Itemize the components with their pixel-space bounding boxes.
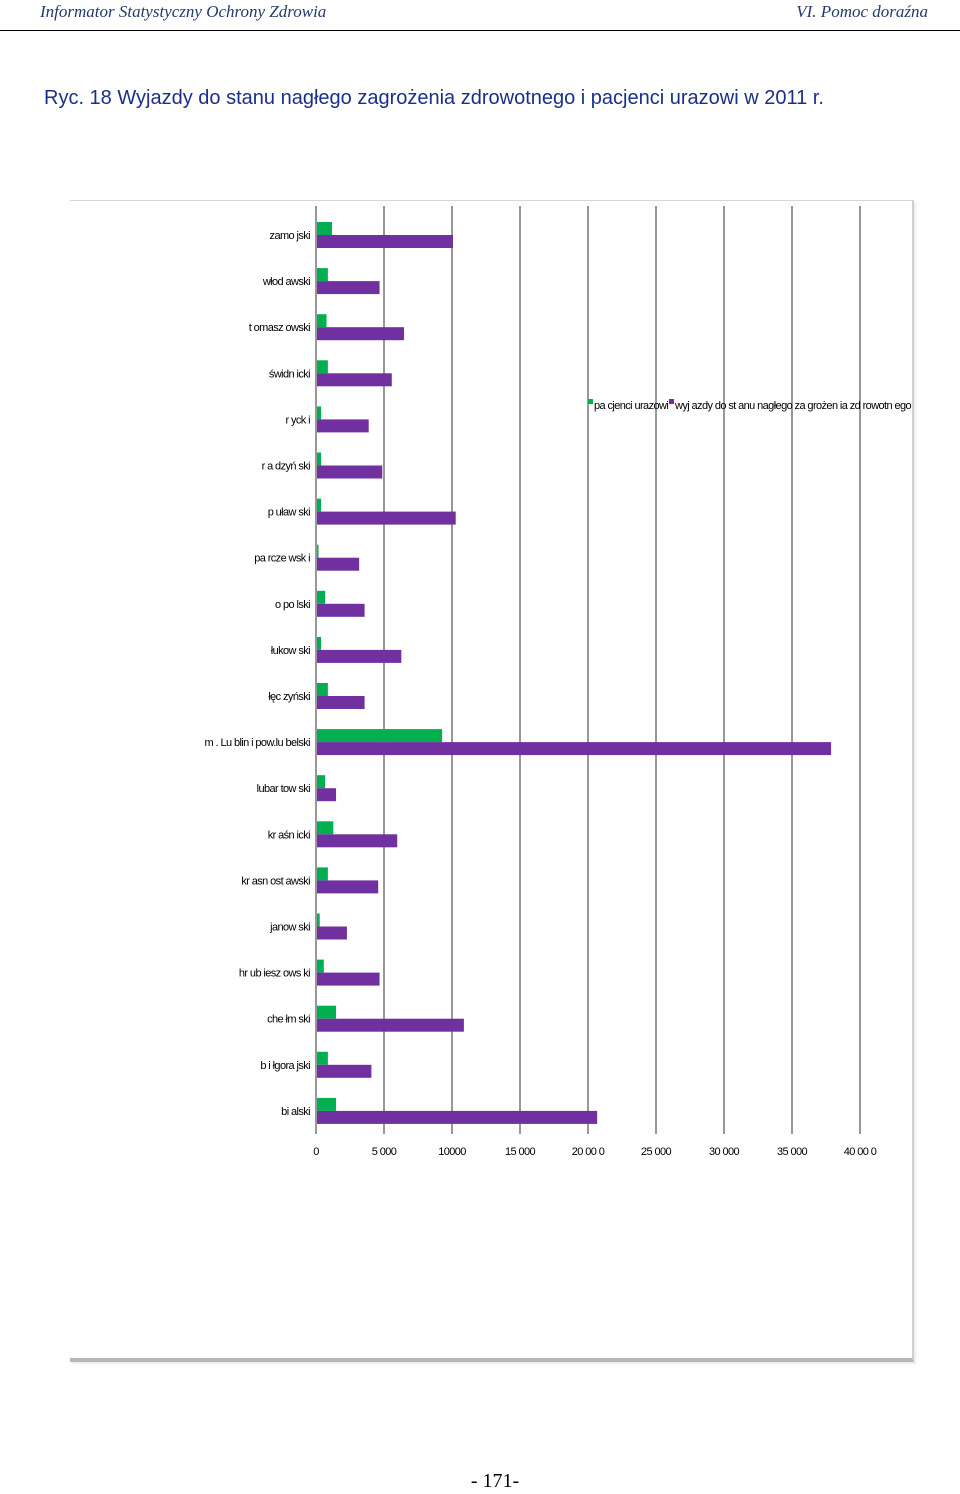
bar-pacjenci-urazowi — [317, 959, 324, 973]
bar-pacjenci-urazowi — [317, 452, 322, 466]
legend-label-pacjenci: pa cjenci urazowi — [594, 400, 668, 412]
bar-wyjazdy — [317, 281, 380, 295]
bar-pacjenci-urazowi — [317, 913, 320, 927]
category-label: janow ski — [269, 922, 310, 934]
category-label: b i łgora jski — [260, 1060, 310, 1072]
bar-pacjenci-urazowi — [317, 1005, 337, 1019]
bar-wyjazdy — [317, 235, 453, 248]
x-tick-label: 30 000 — [709, 1146, 740, 1158]
section-title: VI. Pomoc doraźna — [796, 2, 928, 21]
bar-wyjazdy — [317, 603, 365, 617]
category-label: pa rcze wsk i — [254, 553, 310, 565]
x-tick-label: 25 000 — [641, 1146, 672, 1158]
legend: pa cjenci urazowi wyj azdy do st anu nagł… — [588, 399, 912, 412]
category-label: łukow ski — [271, 645, 310, 657]
category-label: bi alski — [281, 1106, 310, 1118]
bar-wyjazdy — [317, 557, 360, 571]
x-tick-label: 0 — [313, 1146, 319, 1158]
category-label: lubar tow ski — [257, 783, 310, 795]
legend-swatch-pacjenci — [588, 399, 593, 404]
bar-wyjazdy — [317, 880, 379, 894]
bar-wyjazdy — [317, 465, 383, 479]
grid-layer — [383, 206, 861, 1134]
x-tick-label: 40 00 0 — [844, 1146, 877, 1158]
category-label: włod awski — [262, 276, 310, 288]
bar-pacjenci-urazowi — [317, 821, 334, 835]
category-label: łęc zyński — [268, 691, 310, 703]
bar-pacjenci-urazowi — [317, 729, 443, 743]
publication-title: Informator Statystyczny Ochrony Zdrowia — [40, 2, 327, 21]
bar-pacjenci-urazowi — [317, 498, 322, 512]
category-label: p uław ski — [268, 507, 310, 519]
bar-pacjenci-urazowi — [317, 636, 322, 650]
category-label: o po lski — [275, 599, 310, 611]
bar-wyjazdy — [317, 511, 456, 525]
bar-pacjenci-urazowi — [317, 590, 326, 604]
bar-pacjenci-urazowi — [317, 1097, 337, 1111]
category-label: kr aśn icki — [268, 829, 310, 841]
bar-pacjenci-urazowi — [317, 683, 328, 696]
bar-wyjazdy — [317, 1110, 598, 1124]
bar-wyjazdy — [317, 788, 337, 802]
bar-wyjazdy — [317, 1064, 372, 1078]
category-label: r yck i — [285, 414, 310, 426]
bar-wyjazdy — [317, 649, 402, 663]
bar-wyjazdy — [317, 419, 369, 433]
category-label: hr ub iesz ows ki — [239, 968, 310, 980]
category-label: zamo jski — [270, 230, 311, 242]
category-label: kr asn ost awski — [241, 875, 310, 887]
category-label: che łm ski — [267, 1014, 310, 1026]
bar-pacjenci-urazowi — [317, 1051, 328, 1065]
bar-pacjenci-urazowi — [317, 268, 328, 282]
bar-wyjazdy — [317, 1018, 464, 1032]
bar-pacjenci-urazowi — [317, 360, 328, 374]
x-tick-label: 15 000 — [505, 1146, 536, 1158]
bar-pacjenci-urazowi — [317, 544, 319, 558]
bar-pacjenci-urazowi — [317, 314, 327, 328]
legend-swatch-wyjazdy — [669, 399, 674, 404]
bar-wyjazdy — [317, 373, 392, 387]
bar-wyjazdy — [317, 742, 832, 756]
category-label: m . Lu blin i pow.lu belski — [205, 737, 311, 749]
x-tick-label: 10000 — [438, 1146, 466, 1158]
bar-layer — [317, 222, 832, 1124]
category-label-layer: zamo jski włod awski t omasz owski świdn ic… — [205, 230, 311, 1118]
running-header: Informator Statystyczny Ochrony Zdrowia … — [0, 0, 960, 31]
bar-pacjenci-urazowi — [317, 406, 322, 420]
category-label: r a dzyń ski — [262, 461, 311, 473]
chart-frame — [70, 200, 914, 1362]
category-label: t omasz owski — [249, 322, 310, 334]
page-number: - 171- — [470, 1470, 520, 1492]
legend-label-wyjazdy: wyj azdy do st anu nagłego za grożen ia … — [674, 400, 912, 412]
bar-pacjenci-urazowi — [317, 867, 328, 881]
bar-wyjazdy — [317, 972, 380, 986]
bar-wyjazdy — [317, 926, 347, 940]
x-tick-label: 5 000 — [372, 1146, 397, 1158]
bar-wyjazdy — [317, 696, 365, 709]
bar-wyjazdy — [317, 327, 405, 341]
figure-caption: Ryc. 18 Wyjazdy do stanu nagłego zagroże… — [44, 87, 824, 109]
bar-wyjazdy — [317, 834, 398, 848]
x-tick-label: 35 000 — [777, 1146, 808, 1158]
category-label: świdn icki — [269, 368, 310, 380]
tick-label-layer: 0 5 000 10000 15 000 20 00 0 25 000 30 000 35 0… — [313, 1146, 877, 1158]
bar-pacjenci-urazowi — [317, 222, 332, 235]
bar-pacjenci-urazowi — [317, 775, 326, 789]
x-tick-label: 20 00 0 — [572, 1146, 605, 1158]
